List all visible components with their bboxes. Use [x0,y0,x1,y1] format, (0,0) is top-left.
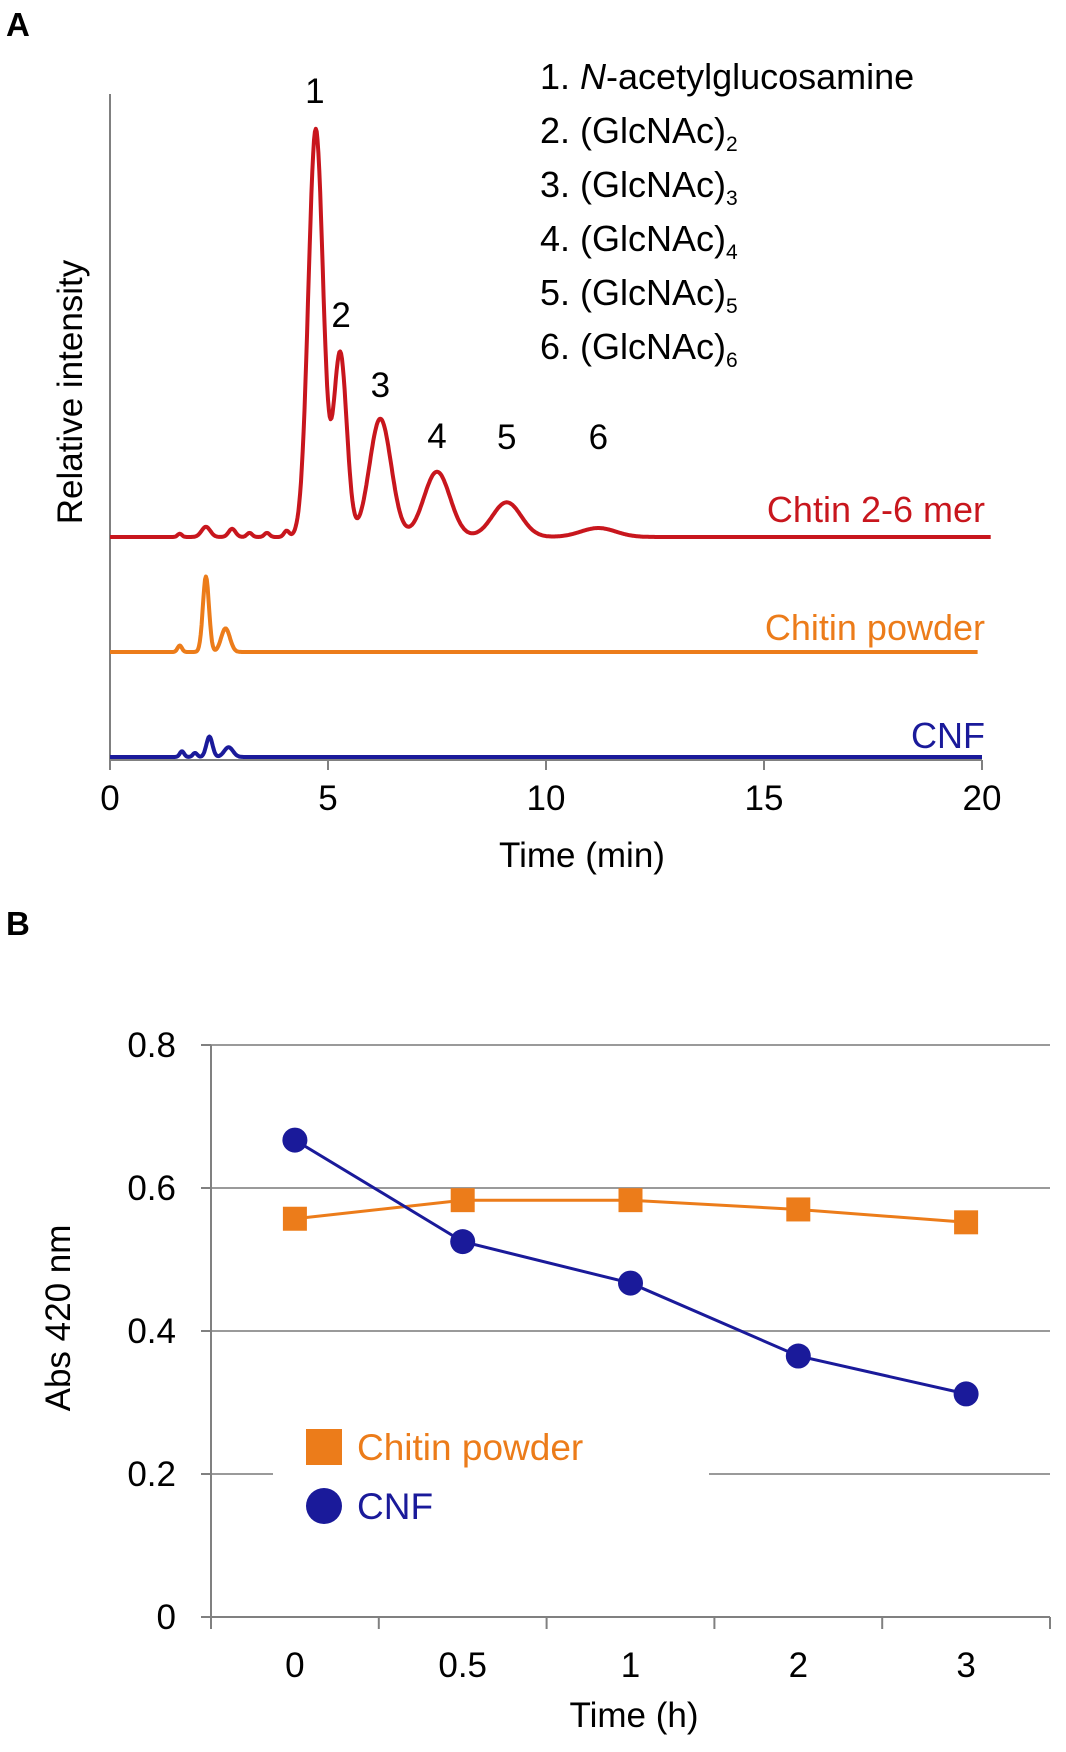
chromatogram-x-ticks: 0 5 10 15 20 [100,760,1001,818]
compound-name: (GlcNAc) [580,272,726,313]
chromatogram-y-label: Relative intensity [51,259,90,524]
data-point-cnf [953,1381,979,1407]
peak-label: 1 [305,72,324,111]
trace-chitin-powder [108,574,979,654]
data-point-chitin-powder [618,1188,643,1213]
peak-label: 2 [331,296,350,335]
series-line-cnf [294,1138,967,1396]
chromatogram-peak-labels: 1 234 5 6 [305,72,608,457]
series-label-chtin-2-6-mer: Chtin 2-6 mer [767,489,985,530]
absorbance-x-label: Time (h) [570,1696,699,1735]
series-label-chitin-powder: Chitin powder [765,607,985,648]
peak-label: 4 [427,417,446,456]
peak-label: 6 [589,418,608,457]
chromatogram-x-tick-label: 20 [963,779,1002,818]
compound-name: (GlcNAc) [580,218,726,259]
peak-label: 3 [371,366,390,405]
absorbance-y-label: Abs 420 nm [39,1225,78,1412]
compound-legend-entry: 1. N-acetylglucosamine [540,56,914,97]
absorbance-x-ticks: 0 0.5 1 2 3 [210,1617,1051,1685]
trace-chtin-2-6-mer [108,126,992,539]
compound-name: (GlcNAc) [580,326,726,367]
compound-legend-entry: 2. (GlcNAc)2 [540,110,738,156]
data-point-cnf [282,1127,308,1153]
data-point-chitin-powder [786,1197,811,1222]
chromatogram-traces [108,126,992,759]
absorbance-x-tick-label: 1 [621,1646,640,1685]
data-point-chitin-powder [282,1206,307,1231]
compound-number: 4. [540,218,580,259]
absorbance-legend-background [273,1410,709,1550]
absorbance-y-tick-label: 0.6 [127,1169,176,1208]
absorbance-y-tick-label: 0.2 [127,1455,176,1494]
compound-name: (GlcNAc) [580,110,726,151]
legend-marker-cnf [306,1488,342,1524]
absorbance-y-ticks: 0 0.2 0.4 0.6 0.8 [127,1026,211,1637]
compound-name: N [580,56,607,97]
panel-a-letter: A [6,6,30,43]
compound-number: 5. [540,272,580,313]
compound-subscript: 2 [726,133,738,156]
data-point-cnf [450,1229,476,1255]
chromatogram-x-tick-label: 10 [527,779,566,818]
chromatogram-x-tick-label: 5 [318,779,337,818]
chromatogram-series-labels: Chtin 2-6 mer Chitin powder CNF [765,489,985,756]
chromatogram-x-tick-label: 0 [100,779,119,818]
absorbance-y-tick-label: 0.4 [127,1312,176,1351]
absorbance-panel: B 0 0.2 0.4 0.6 0.8 0 0.5 1 2 3 Chitin powder CNF… [6,905,1051,1735]
absorbance-x-tick-label: 0.5 [438,1646,487,1685]
absorbance-x-tick-label: 2 [789,1646,808,1685]
compound-legend-entry: 3. (GlcNAc)3 [540,164,738,210]
compound-name-rest: -acetylglucosamine [606,56,914,97]
data-point-cnf [618,1270,643,1296]
data-point-chitin-powder [450,1188,475,1213]
trace-cnf [108,734,984,759]
peak-label: 5 [497,418,516,457]
compound-subscript: 4 [726,241,738,264]
series-label-cnf: CNF [911,715,985,756]
chromatogram-x-label: Time (min) [499,836,665,875]
compound-subscript: 6 [726,349,738,372]
legend-label-chitin-powder: Chitin powder [357,1427,583,1468]
chromatogram-x-tick-label: 15 [745,779,784,818]
absorbance-gridlines [211,1044,1050,1475]
data-point-chitin-powder [954,1210,979,1235]
legend-label-cnf: CNF [357,1486,433,1527]
absorbance-series [282,1127,979,1407]
panel-b-letter: B [6,905,30,942]
compound-number: 6. [540,326,580,367]
compound-number: 3. [540,164,580,205]
compound-number: 2. [540,110,580,151]
absorbance-y-tick-label: 0 [157,1598,176,1637]
compound-legend-entry: 6. (GlcNAc)6 [540,326,738,372]
compound-subscript: 5 [726,295,738,318]
data-point-cnf [785,1343,811,1369]
absorbance-x-tick-label: 3 [956,1646,975,1685]
absorbance-y-tick-label: 0.8 [127,1026,176,1065]
absorbance-legend: Chitin powder CNF [306,1427,583,1527]
absorbance-x-tick-label: 0 [285,1646,304,1685]
legend-marker-chitin-powder [306,1429,342,1465]
compound-legend-entry: 5. (GlcNAc)5 [540,272,738,318]
compound-legend-entry: 4. (GlcNAc)4 [540,218,738,264]
compound-subscript: 3 [726,187,738,210]
compound-name: (GlcNAc) [580,164,726,205]
compound-number: 1. [540,56,580,97]
